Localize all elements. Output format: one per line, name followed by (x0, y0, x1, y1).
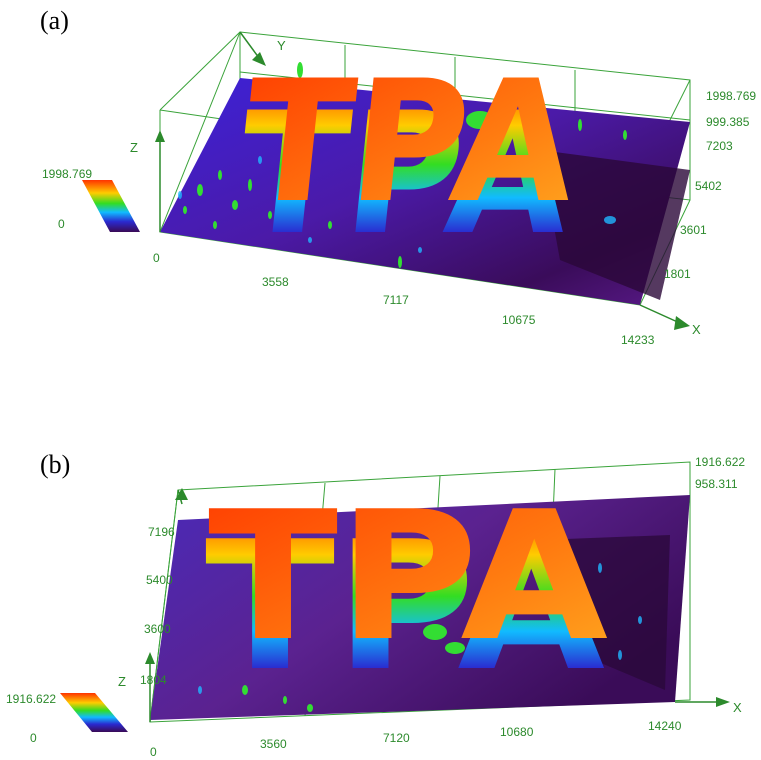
colorbar-a (82, 180, 140, 232)
colorbar-b-max: 1916.622 (6, 692, 56, 706)
z-axis-label-b: Z (118, 674, 126, 689)
z-axis-arrow-b (145, 652, 155, 664)
tick-b-x-2: 7120 (383, 731, 410, 745)
tick-a-y-7203: 7203 (706, 139, 733, 153)
x-axis-label-b: X (733, 700, 742, 715)
frame-grid-z (239, 71, 691, 121)
tpa-text-a: TPA TPA (229, 44, 585, 271)
tick-a-y-5402: 5402 (695, 179, 722, 193)
panel-b: TPA TPA Z X 1916.622 958.311 7196 5400 3… (6, 455, 745, 759)
y-axis-arrow-a (252, 52, 266, 66)
x-axis-a (639, 304, 683, 325)
tpa-text-b-side: TPA (205, 503, 605, 710)
surface-b-spikes (242, 514, 465, 712)
tick-b-x-0: 0 (150, 745, 157, 759)
tick-b-z-mid: 958.311 (695, 477, 738, 491)
y-axis-arrow-b (175, 488, 188, 500)
tick-a-z-max: 1998.769 (706, 89, 756, 103)
surface-b-spikes-blue (198, 563, 642, 694)
x-axis-arrow-a (674, 316, 690, 330)
surface-dark-region (540, 150, 690, 300)
tick-b-y-3600: 3600 (144, 622, 171, 636)
tick-b-y-1804: 1804 (140, 673, 167, 687)
surface-base (160, 78, 690, 305)
x-axis-label-a: X (692, 322, 701, 337)
tick-b-x-4: 14240 (648, 719, 682, 733)
surface-spikes-blue (178, 156, 616, 253)
tick-a-x-0: 0 (153, 251, 160, 265)
surface-spikes (183, 62, 627, 268)
z-axis-arrow-a (155, 130, 165, 142)
colorbar-b (60, 693, 128, 732)
colorbar-a-max: 1998.769 (42, 167, 92, 181)
panel-a-label: (a) (40, 6, 69, 35)
frame-left-top (159, 31, 241, 111)
tick-b-x-3: 10680 (500, 725, 534, 739)
tick-a-x-2: 7117 (383, 293, 409, 307)
colorbar-a-min: 0 (58, 217, 65, 231)
frame-b-left (149, 489, 179, 723)
tick-a-y-1801: 1801 (664, 267, 691, 281)
tick-a-x-4: 14233 (621, 333, 655, 347)
tick-a-x-1: 3558 (262, 275, 289, 289)
panel-a: TPA TPA Z Y X 1998.769 999.385 7203 5402… (42, 31, 756, 347)
tick-a-y-3601: 3601 (680, 223, 707, 237)
colorbar-b-min: 0 (30, 731, 37, 745)
tick-a-z-mid: 999.385 (706, 115, 750, 129)
surface-b-dark-region (540, 535, 670, 690)
tpa-text-b: TPA TPA (205, 473, 608, 710)
tick-b-z-max: 1916.622 (695, 455, 745, 469)
tpa-text-b-top: TPA (208, 473, 608, 680)
tick-b-y-5400: 5400 (146, 573, 173, 587)
x-axis-arrow-b (716, 697, 730, 707)
tpa-text-a-side: TPA (229, 76, 580, 271)
z-axis-label-a: Z (130, 140, 138, 155)
panel-b-label: (b) (40, 450, 71, 479)
tick-b-x-1: 3560 (260, 737, 287, 751)
y-axis-label-a: Y (277, 38, 286, 53)
tpa-text-a-top: TPA (235, 44, 586, 239)
tick-b-y-7196: 7196 (148, 525, 175, 539)
tick-a-x-3: 10675 (502, 313, 536, 327)
